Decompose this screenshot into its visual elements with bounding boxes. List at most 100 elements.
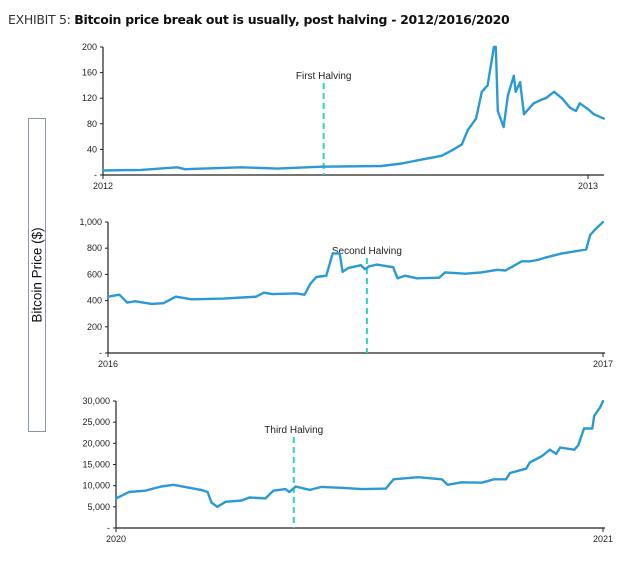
data-point (210, 501, 213, 504)
data-point (392, 478, 395, 481)
data-point (440, 154, 443, 157)
data-point (264, 497, 267, 500)
y-tick-label: 80 (87, 119, 97, 129)
data-point (380, 164, 383, 168)
data-point (341, 270, 344, 273)
data-point (532, 102, 535, 105)
data-point (528, 260, 531, 263)
data-point (578, 102, 581, 105)
data-point (568, 106, 572, 109)
data-point (347, 266, 350, 269)
data-point (363, 268, 367, 271)
data-point (224, 500, 227, 503)
data-point (360, 487, 364, 491)
data-point (172, 483, 175, 486)
y-tick-label: 20,000 (82, 438, 110, 448)
data-point (440, 478, 443, 481)
data-point (190, 298, 193, 301)
data-point (519, 81, 522, 84)
data-point (514, 90, 517, 93)
data-point (438, 276, 441, 279)
data-point (601, 399, 605, 403)
data-point (520, 260, 523, 263)
data-point (541, 454, 544, 458)
data-point (506, 93, 510, 97)
y-tick-label: 120 (82, 93, 97, 103)
chart-2: - 200 400 600 800 1,000 2016 2017 Second Halving (79, 217, 613, 369)
data-point (276, 167, 279, 170)
data-point (150, 302, 153, 305)
data-point (367, 265, 370, 268)
data-point (589, 234, 592, 237)
data-point (144, 489, 147, 492)
data-point (466, 129, 469, 132)
data-point (303, 293, 306, 296)
data-point (492, 45, 496, 49)
halving-label: Second Halving (332, 246, 402, 257)
data-point (216, 505, 219, 508)
data-point (586, 107, 590, 111)
y-tick-label: - (107, 523, 110, 533)
data-point (452, 148, 455, 151)
data-point (446, 483, 449, 486)
data-point (248, 496, 251, 499)
data-point (240, 499, 243, 502)
data-point (271, 292, 274, 296)
data-point (577, 444, 580, 447)
data-point (528, 461, 532, 464)
data-point (140, 168, 143, 171)
price-line (107, 221, 604, 306)
data-point (585, 248, 588, 251)
data-point (560, 97, 563, 100)
exhibit-number: EXHIBIT 5: (8, 12, 71, 27)
data-point (496, 109, 499, 113)
y-tick-label: 30,000 (82, 396, 110, 406)
data-point (544, 97, 547, 100)
y-tick-label: 25,000 (82, 417, 110, 427)
data-point (254, 295, 258, 298)
data-point (315, 275, 318, 279)
y-tick-label: 40 (87, 144, 97, 154)
data-point (480, 90, 483, 93)
data-point (594, 227, 598, 230)
x-tick-label: 2020 (106, 534, 126, 544)
x-tick-label: 2013 (578, 181, 598, 191)
y-tick-label: 160 (82, 68, 97, 78)
data-point (284, 487, 287, 491)
data-point (118, 293, 121, 296)
data-point (272, 489, 275, 492)
data-point (524, 467, 528, 470)
y-tick-label: - (94, 170, 97, 180)
data-point (331, 252, 334, 255)
data-point (522, 113, 526, 116)
data-point (416, 476, 420, 479)
y-tick-label: - (99, 348, 102, 358)
data-point (464, 272, 467, 275)
exhibit-title-text: Bitcoin price break out is usually, post… (74, 12, 510, 27)
data-point (536, 258, 539, 262)
data-point (593, 414, 596, 417)
data-point (560, 252, 564, 255)
data-point (480, 481, 483, 484)
exhibit-title: EXHIBIT 5: Bitcoin price break out is us… (8, 12, 510, 27)
data-point (400, 162, 403, 165)
data-point (443, 271, 447, 274)
data-point (494, 45, 497, 49)
data-point (375, 263, 378, 266)
x-tick-label: 2017 (593, 359, 613, 369)
data-point (420, 158, 423, 161)
data-point (392, 266, 395, 269)
data-point (160, 485, 163, 488)
data-point (598, 406, 602, 409)
data-point (574, 109, 577, 113)
data-point (128, 490, 131, 494)
data-point (174, 295, 177, 298)
data-point (502, 125, 505, 129)
data-point (591, 427, 594, 430)
data-point (548, 448, 552, 451)
data-point (403, 274, 407, 277)
y-tick-label: 200 (82, 42, 97, 52)
chart-1: - 40 80 120 160 200 2012 2013 First Halving (82, 42, 606, 191)
data-point (508, 471, 512, 475)
